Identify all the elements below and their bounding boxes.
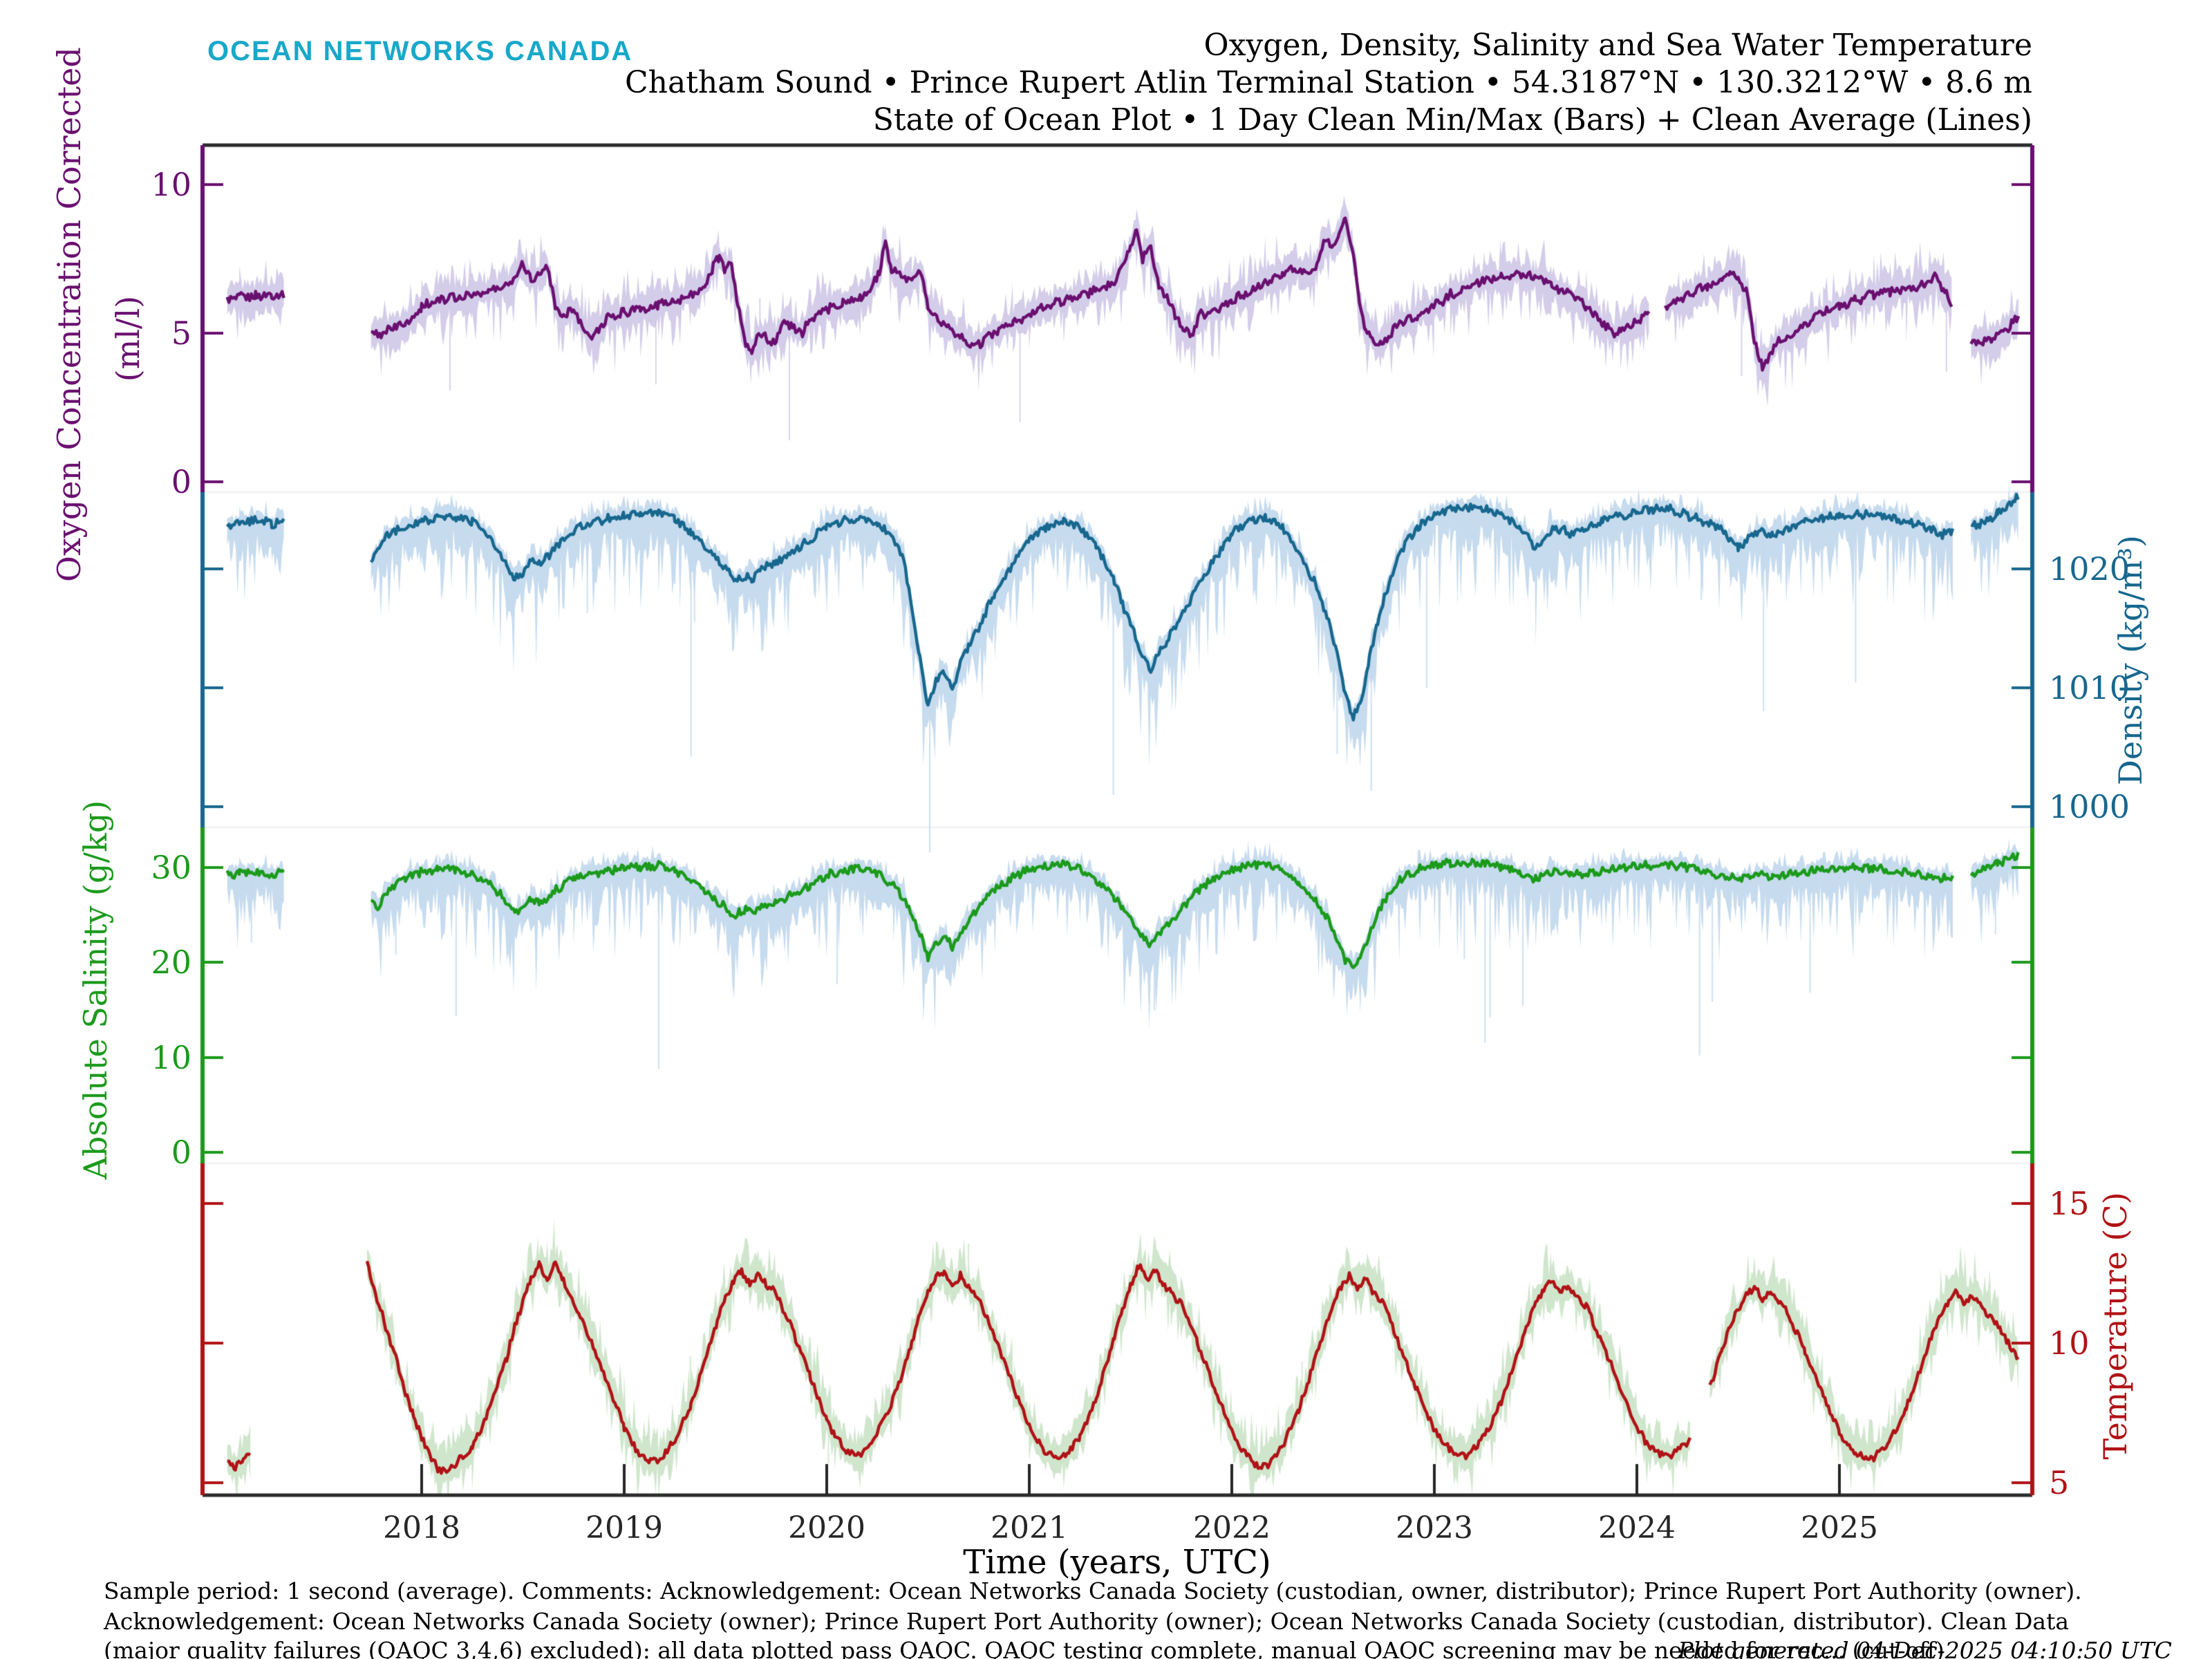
footer-acknowledgement: Acknowledgement: Ocean Networks Canada S…: [104, 1608, 2070, 1635]
salinity-tick-label: 10: [151, 1039, 191, 1076]
density-tick-label: 1000: [2049, 788, 2130, 825]
year-tick-label: 2020: [788, 1510, 865, 1546]
year-tick-label: 2025: [1801, 1510, 1878, 1546]
oxygen-axis-label: Oxygen Concentration Corrected: [50, 47, 88, 582]
temperature-tick-label: 10: [2049, 1324, 2090, 1362]
year-tick-label: 2023: [1396, 1510, 1473, 1546]
footer-qaqc: (major quality failures (QAQC 3,4,6) exc…: [104, 1637, 1944, 1659]
onc-logo: OCEAN NETWORKS CANADA: [207, 36, 633, 66]
salinity-tick-label: 0: [171, 1134, 191, 1171]
footer-sample-period: Sample period: 1 second (average). Comme…: [104, 1577, 2082, 1604]
year-tick-label: 2021: [991, 1510, 1068, 1546]
oxygen-tick-label: 5: [171, 315, 191, 352]
plot-title: Oxygen, Density, Salinity and Sea Water …: [1203, 28, 2032, 63]
salinity-axis-label: Absolute Salinity (g/kg): [77, 800, 114, 1180]
year-tick-label: 2024: [1598, 1510, 1676, 1546]
density-tick-label: 1020: [2049, 550, 2130, 588]
salinity-tick-label: 20: [151, 944, 191, 981]
oxygen-tick-label: 0: [171, 463, 191, 500]
oxygen-tick-label: 10: [151, 166, 191, 203]
time-axis-label: Time (years, UTC): [963, 1543, 1271, 1582]
year-tick-label: 2019: [585, 1510, 663, 1546]
salinity-tick-label: 30: [151, 849, 191, 886]
year-tick-label: 2018: [383, 1510, 460, 1546]
oxygen-axis-units: (ml/l): [109, 295, 147, 382]
year-tick-label: 2022: [1193, 1510, 1271, 1546]
temperature-tick-label: 15: [2049, 1185, 2090, 1222]
plot-subtitle-type: State of Ocean Plot • 1 Day Clean Min/Ma…: [872, 102, 2032, 138]
temperature-tick-label: 5: [2049, 1464, 2070, 1501]
plot-generated-timestamp: Plot generated 04-Dec-2025 04:10:50 UTC: [1678, 1637, 2172, 1659]
plot-subtitle-station: Chatham Sound • Prince Rupert Atlin Term…: [625, 65, 2032, 100]
temperature-axis-label: Temperature (C): [2097, 1192, 2134, 1460]
density-tick-label: 1010: [2049, 669, 2130, 706]
